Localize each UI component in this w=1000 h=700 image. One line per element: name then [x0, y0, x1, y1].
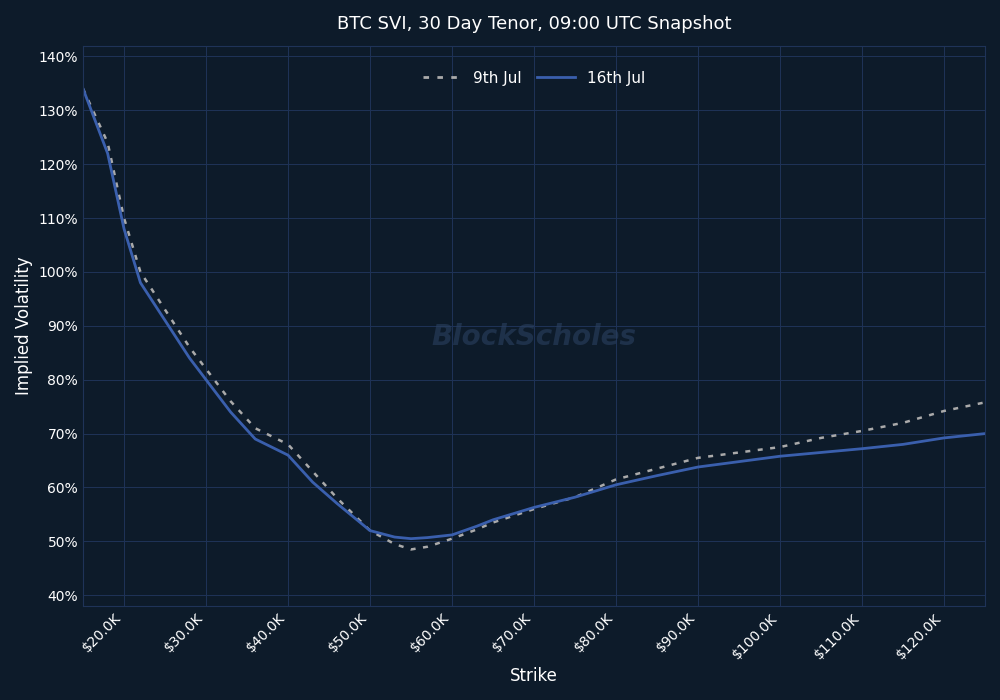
16th Jul: [134, 279, 146, 287]
16th Jul: [528, 503, 540, 512]
16th Jul: [610, 481, 622, 489]
X-axis label: Strike: Strike: [510, 667, 558, 685]
Legend: 9th Jul, 16th Jul: 9th Jul, 16th Jul: [416, 64, 652, 92]
9th Jul: [282, 440, 294, 449]
9th Jul: [856, 427, 868, 435]
9th Jul: [118, 214, 130, 223]
9th Jul: [938, 407, 950, 415]
Title: BTC SVI, 30 Day Tenor, 09:00 UTC Snapshot: BTC SVI, 30 Day Tenor, 09:00 UTC Snapsho…: [337, 15, 731, 33]
16th Jul: [77, 85, 89, 93]
16th Jul: [118, 225, 130, 233]
9th Jul: [159, 305, 171, 314]
9th Jul: [569, 493, 581, 501]
16th Jul: [815, 448, 827, 456]
9th Jul: [389, 540, 401, 548]
9th Jul: [421, 542, 433, 551]
16th Jul: [421, 533, 433, 542]
16th Jul: [569, 493, 581, 501]
9th Jul: [651, 464, 663, 473]
16th Jul: [159, 316, 171, 325]
9th Jul: [733, 448, 745, 456]
16th Jul: [938, 434, 950, 442]
16th Jul: [979, 429, 991, 438]
9th Jul: [184, 343, 196, 351]
9th Jul: [102, 139, 114, 147]
9th Jul: [528, 505, 540, 513]
16th Jul: [897, 440, 909, 449]
Y-axis label: Implied Volatility: Implied Volatility: [15, 256, 33, 395]
9th Jul: [405, 545, 417, 554]
9th Jul: [815, 434, 827, 442]
9th Jul: [979, 398, 991, 407]
16th Jul: [487, 516, 499, 524]
9th Jul: [446, 535, 458, 543]
9th Jul: [897, 419, 909, 427]
16th Jul: [405, 535, 417, 543]
16th Jul: [364, 526, 376, 535]
9th Jul: [774, 443, 786, 452]
9th Jul: [487, 518, 499, 526]
16th Jul: [249, 435, 261, 443]
16th Jul: [692, 463, 704, 471]
16th Jul: [282, 451, 294, 459]
16th Jul: [225, 408, 237, 416]
16th Jul: [471, 522, 483, 531]
9th Jul: [364, 526, 376, 535]
16th Jul: [102, 149, 114, 158]
9th Jul: [307, 467, 319, 475]
16th Jul: [446, 531, 458, 539]
9th Jul: [77, 85, 89, 93]
16th Jul: [331, 500, 343, 508]
9th Jul: [331, 494, 343, 503]
9th Jul: [225, 397, 237, 405]
9th Jul: [471, 525, 483, 533]
16th Jul: [733, 457, 745, 466]
9th Jul: [200, 365, 212, 373]
Line: 16th Jul: 16th Jul: [83, 89, 985, 539]
16th Jul: [389, 533, 401, 541]
16th Jul: [651, 471, 663, 480]
Line: 9th Jul: 9th Jul: [83, 89, 985, 550]
Text: BlockScholes: BlockScholes: [432, 323, 637, 351]
16th Jul: [307, 478, 319, 486]
16th Jul: [200, 375, 212, 384]
9th Jul: [134, 268, 146, 277]
9th Jul: [692, 454, 704, 462]
16th Jul: [184, 354, 196, 363]
9th Jul: [249, 424, 261, 433]
16th Jul: [856, 444, 868, 453]
9th Jul: [610, 475, 622, 484]
16th Jul: [774, 452, 786, 461]
